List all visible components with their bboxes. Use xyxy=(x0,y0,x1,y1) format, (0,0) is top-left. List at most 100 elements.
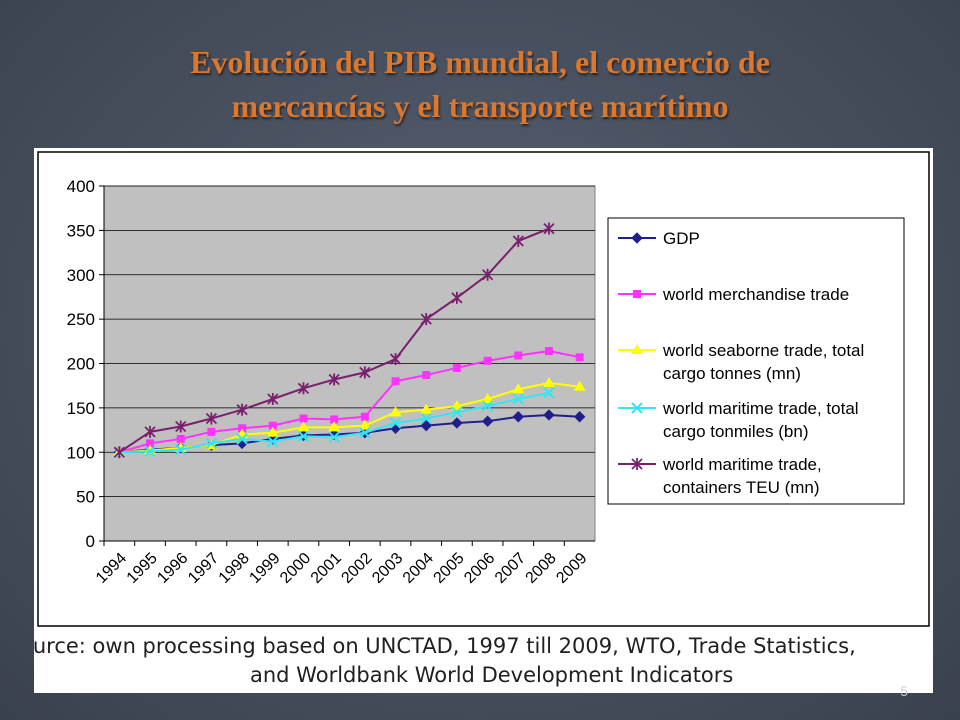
data-point xyxy=(360,412,369,421)
marker-stroke xyxy=(205,437,218,450)
legend-marker xyxy=(631,232,643,244)
slide-title-line-1: Evolución del PIB mundial, el comercio d… xyxy=(190,44,770,80)
data-point xyxy=(328,373,340,386)
legend-label: world maritime trade, total xyxy=(662,399,859,418)
legend-marker xyxy=(631,402,643,414)
x-tick-label: 1995 xyxy=(124,550,161,587)
data-point xyxy=(205,412,218,425)
marker-stroke xyxy=(297,430,310,442)
y-tick-label: 300 xyxy=(67,266,95,285)
data-point xyxy=(236,403,248,416)
data-point xyxy=(542,377,555,388)
x-tick-label: 1996 xyxy=(154,550,191,587)
data-point xyxy=(389,406,402,417)
data-point xyxy=(543,387,555,399)
chart-figure: 0 50 100 150 200 250 300 350 400 1994 1995 1996 1997… xyxy=(34,148,933,693)
data-point xyxy=(575,353,584,362)
data-point xyxy=(146,439,155,448)
legend-label: GDP xyxy=(663,229,700,248)
marker-stroke xyxy=(481,400,494,412)
marker-stroke xyxy=(631,402,643,414)
legend-label: cargo tonnes (mn) xyxy=(663,364,801,383)
y-tick-label: 200 xyxy=(67,355,95,374)
marker-stroke xyxy=(267,435,279,448)
data-point xyxy=(422,371,431,380)
data-point xyxy=(330,415,339,424)
legend-label: world merchandise trade xyxy=(662,285,849,304)
data-point xyxy=(481,415,494,427)
data-point xyxy=(450,400,463,411)
data-point xyxy=(543,222,555,235)
series-4 xyxy=(113,222,555,459)
legend-item: GDP xyxy=(618,229,700,248)
data-point xyxy=(391,377,400,386)
source-note: ource: own processing based on UNCTAD, 1… xyxy=(34,632,933,690)
data-point xyxy=(543,409,555,421)
y-tick-label: 0 xyxy=(86,532,95,551)
data-point xyxy=(512,383,525,394)
data-point xyxy=(113,446,125,459)
y-tick-label: 400 xyxy=(67,177,95,196)
data-point xyxy=(420,313,432,326)
legend-item: world maritime trade, containers TEU (mn) xyxy=(618,455,822,497)
data-point xyxy=(420,412,432,425)
x-tick-label: 1999 xyxy=(246,550,283,587)
data-point xyxy=(266,426,279,437)
x-tick-label: 2009 xyxy=(553,550,590,587)
series-1 xyxy=(115,347,584,457)
x-tick-label: 1998 xyxy=(216,550,253,587)
x-tick-label: 1994 xyxy=(93,550,130,587)
slide-title: Evolución del PIB mundial, el comercio d… xyxy=(0,40,960,128)
data-point xyxy=(481,400,494,412)
source-line-1: ource: own processing based on UNCTAD, 1… xyxy=(34,634,856,658)
legend-item: world seaborne trade, total cargo tonnes … xyxy=(618,341,864,383)
data-point xyxy=(267,435,279,448)
data-point xyxy=(573,380,586,391)
marker-stroke xyxy=(543,387,555,399)
marker-stroke xyxy=(451,406,463,419)
legend-item: world merchandise trade xyxy=(618,285,849,304)
x-tick-label: 2005 xyxy=(431,550,468,587)
data-point xyxy=(358,419,371,430)
x-tick-label: 2003 xyxy=(369,550,406,587)
marker-stroke xyxy=(175,443,187,456)
legend-label: cargo tonmiles (bn) xyxy=(663,422,809,441)
marker-stroke xyxy=(420,412,432,425)
marker-stroke xyxy=(359,427,371,439)
page-number: 5 xyxy=(900,683,908,699)
data-point xyxy=(512,393,524,405)
data-point xyxy=(176,434,185,443)
y-tick-label: 150 xyxy=(67,399,95,418)
data-point xyxy=(144,425,156,438)
data-point xyxy=(451,417,463,429)
data-point xyxy=(175,420,187,433)
line-chart: 0 50 100 150 200 250 300 350 400 1994199519961997… xyxy=(37,151,930,627)
data-point xyxy=(512,411,524,423)
data-point xyxy=(175,443,187,456)
y-tick-label: 250 xyxy=(67,310,95,329)
data-point xyxy=(299,414,308,423)
data-point xyxy=(481,393,494,403)
x-tick-label: 2004 xyxy=(400,550,437,587)
legend: GDP world merchandise trade world seaborne… xyxy=(607,217,905,505)
data-point xyxy=(238,424,247,433)
series-3 xyxy=(113,387,555,458)
x-tick-label: 2000 xyxy=(277,550,314,587)
y-tick-label: 100 xyxy=(67,443,95,462)
slide-title-line-2: mercancías y el transporte marítimo xyxy=(231,88,729,124)
data-point xyxy=(389,417,402,429)
data-point xyxy=(451,406,463,419)
marker-stroke xyxy=(236,433,248,445)
data-point xyxy=(483,356,492,365)
source-line-2: and Worldbank World Development Indicato… xyxy=(250,663,734,687)
x-tick-label: 2007 xyxy=(492,550,529,587)
data-point xyxy=(236,433,248,445)
data-point xyxy=(205,437,218,450)
legend-marker xyxy=(631,458,643,470)
data-point xyxy=(359,427,371,439)
data-point xyxy=(514,351,523,360)
data-point xyxy=(573,411,586,423)
data-point xyxy=(207,427,216,436)
x-tick-label: 2001 xyxy=(308,550,345,587)
marker-stroke xyxy=(512,393,524,405)
